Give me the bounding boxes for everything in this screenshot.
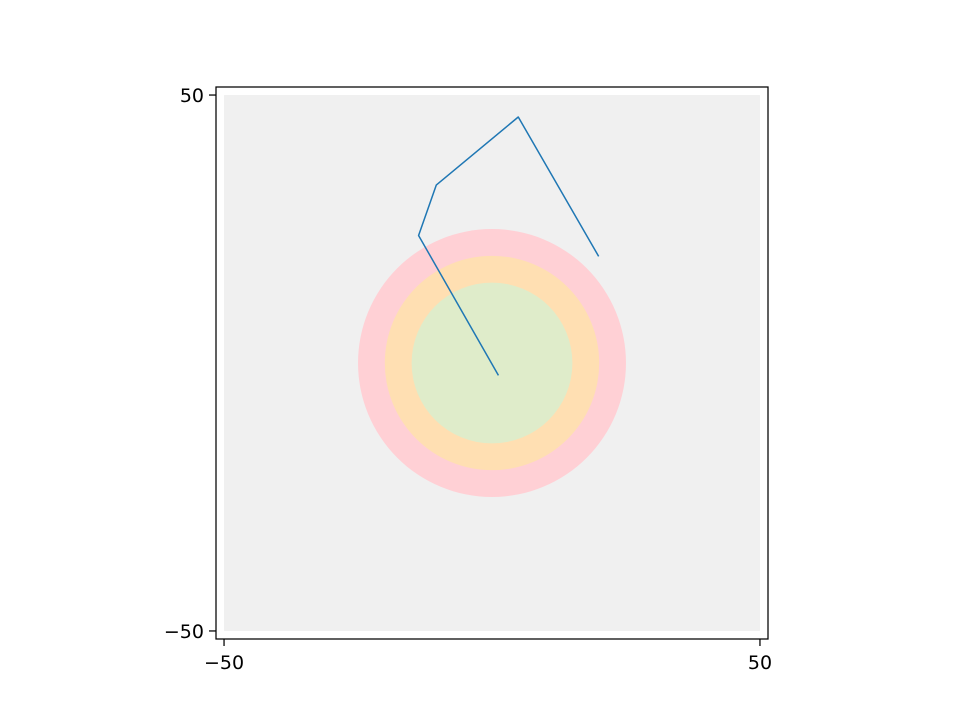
x-tick-label-2: 50 (748, 652, 772, 674)
axes: −50 50 50 −50 (164, 85, 772, 674)
plot-area (224, 95, 760, 631)
y-tick-label-2: −50 (164, 621, 204, 643)
series-line-1 (417, 116, 600, 376)
y-tick-label-1: 50 (180, 85, 204, 107)
x-tick-label-1: −50 (204, 652, 244, 674)
axes-frame (215, 86, 769, 640)
